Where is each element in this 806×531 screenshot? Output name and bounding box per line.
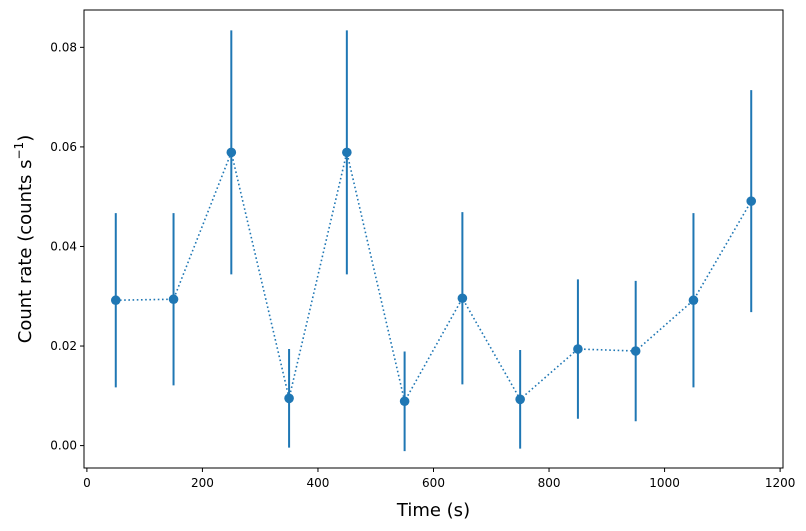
y-axis-label-superscript: −1 — [12, 142, 26, 160]
data-point-3 — [284, 393, 294, 404]
x-tick-label-0: 0 — [83, 476, 91, 490]
x-tick-label-1: 200 — [191, 476, 214, 490]
data-point-6 — [457, 293, 468, 304]
plot-background — [84, 10, 783, 468]
data-layer — [110, 30, 757, 452]
y-tick-label-2: 0.04 — [50, 239, 77, 253]
data-point-8 — [573, 344, 583, 354]
y-axis-label-main: Count rate (counts s — [15, 159, 36, 343]
y-axis: 0.00 0.02 0.04 0.06 0.08 — [50, 40, 84, 453]
data-point-1 — [168, 294, 179, 305]
y-axis-label-close: ) — [15, 135, 36, 142]
x-tick-label-3: 600 — [422, 476, 445, 490]
y-tick-label-4: 0.08 — [50, 40, 77, 54]
y-tick-label-1: 0.02 — [50, 339, 77, 353]
data-point-9 — [630, 346, 641, 356]
x-tick-label-4: 800 — [538, 476, 561, 490]
data-point-4 — [342, 147, 352, 158]
x-tick-label-6: 1200 — [765, 476, 796, 490]
data-point-7 — [515, 394, 525, 405]
x-axis: 0 200 400 600 800 1000 1200 — [83, 468, 795, 490]
y-tick-label-3: 0.06 — [50, 140, 77, 154]
data-point-10 — [688, 295, 699, 306]
x-tick-label-5: 1000 — [649, 476, 680, 490]
x-axis-label: Time (s) — [396, 500, 470, 521]
data-point-2 — [226, 147, 237, 158]
series-line — [115, 149, 752, 404]
y-tick-label-0: 0.00 — [50, 439, 77, 453]
data-point-5 — [399, 396, 410, 407]
y-axis-label: Count rate (counts s−1) — [12, 135, 36, 343]
data-point-0 — [110, 295, 121, 306]
x-tick-label-2: 400 — [307, 476, 330, 490]
data-point-11 — [746, 196, 757, 206]
